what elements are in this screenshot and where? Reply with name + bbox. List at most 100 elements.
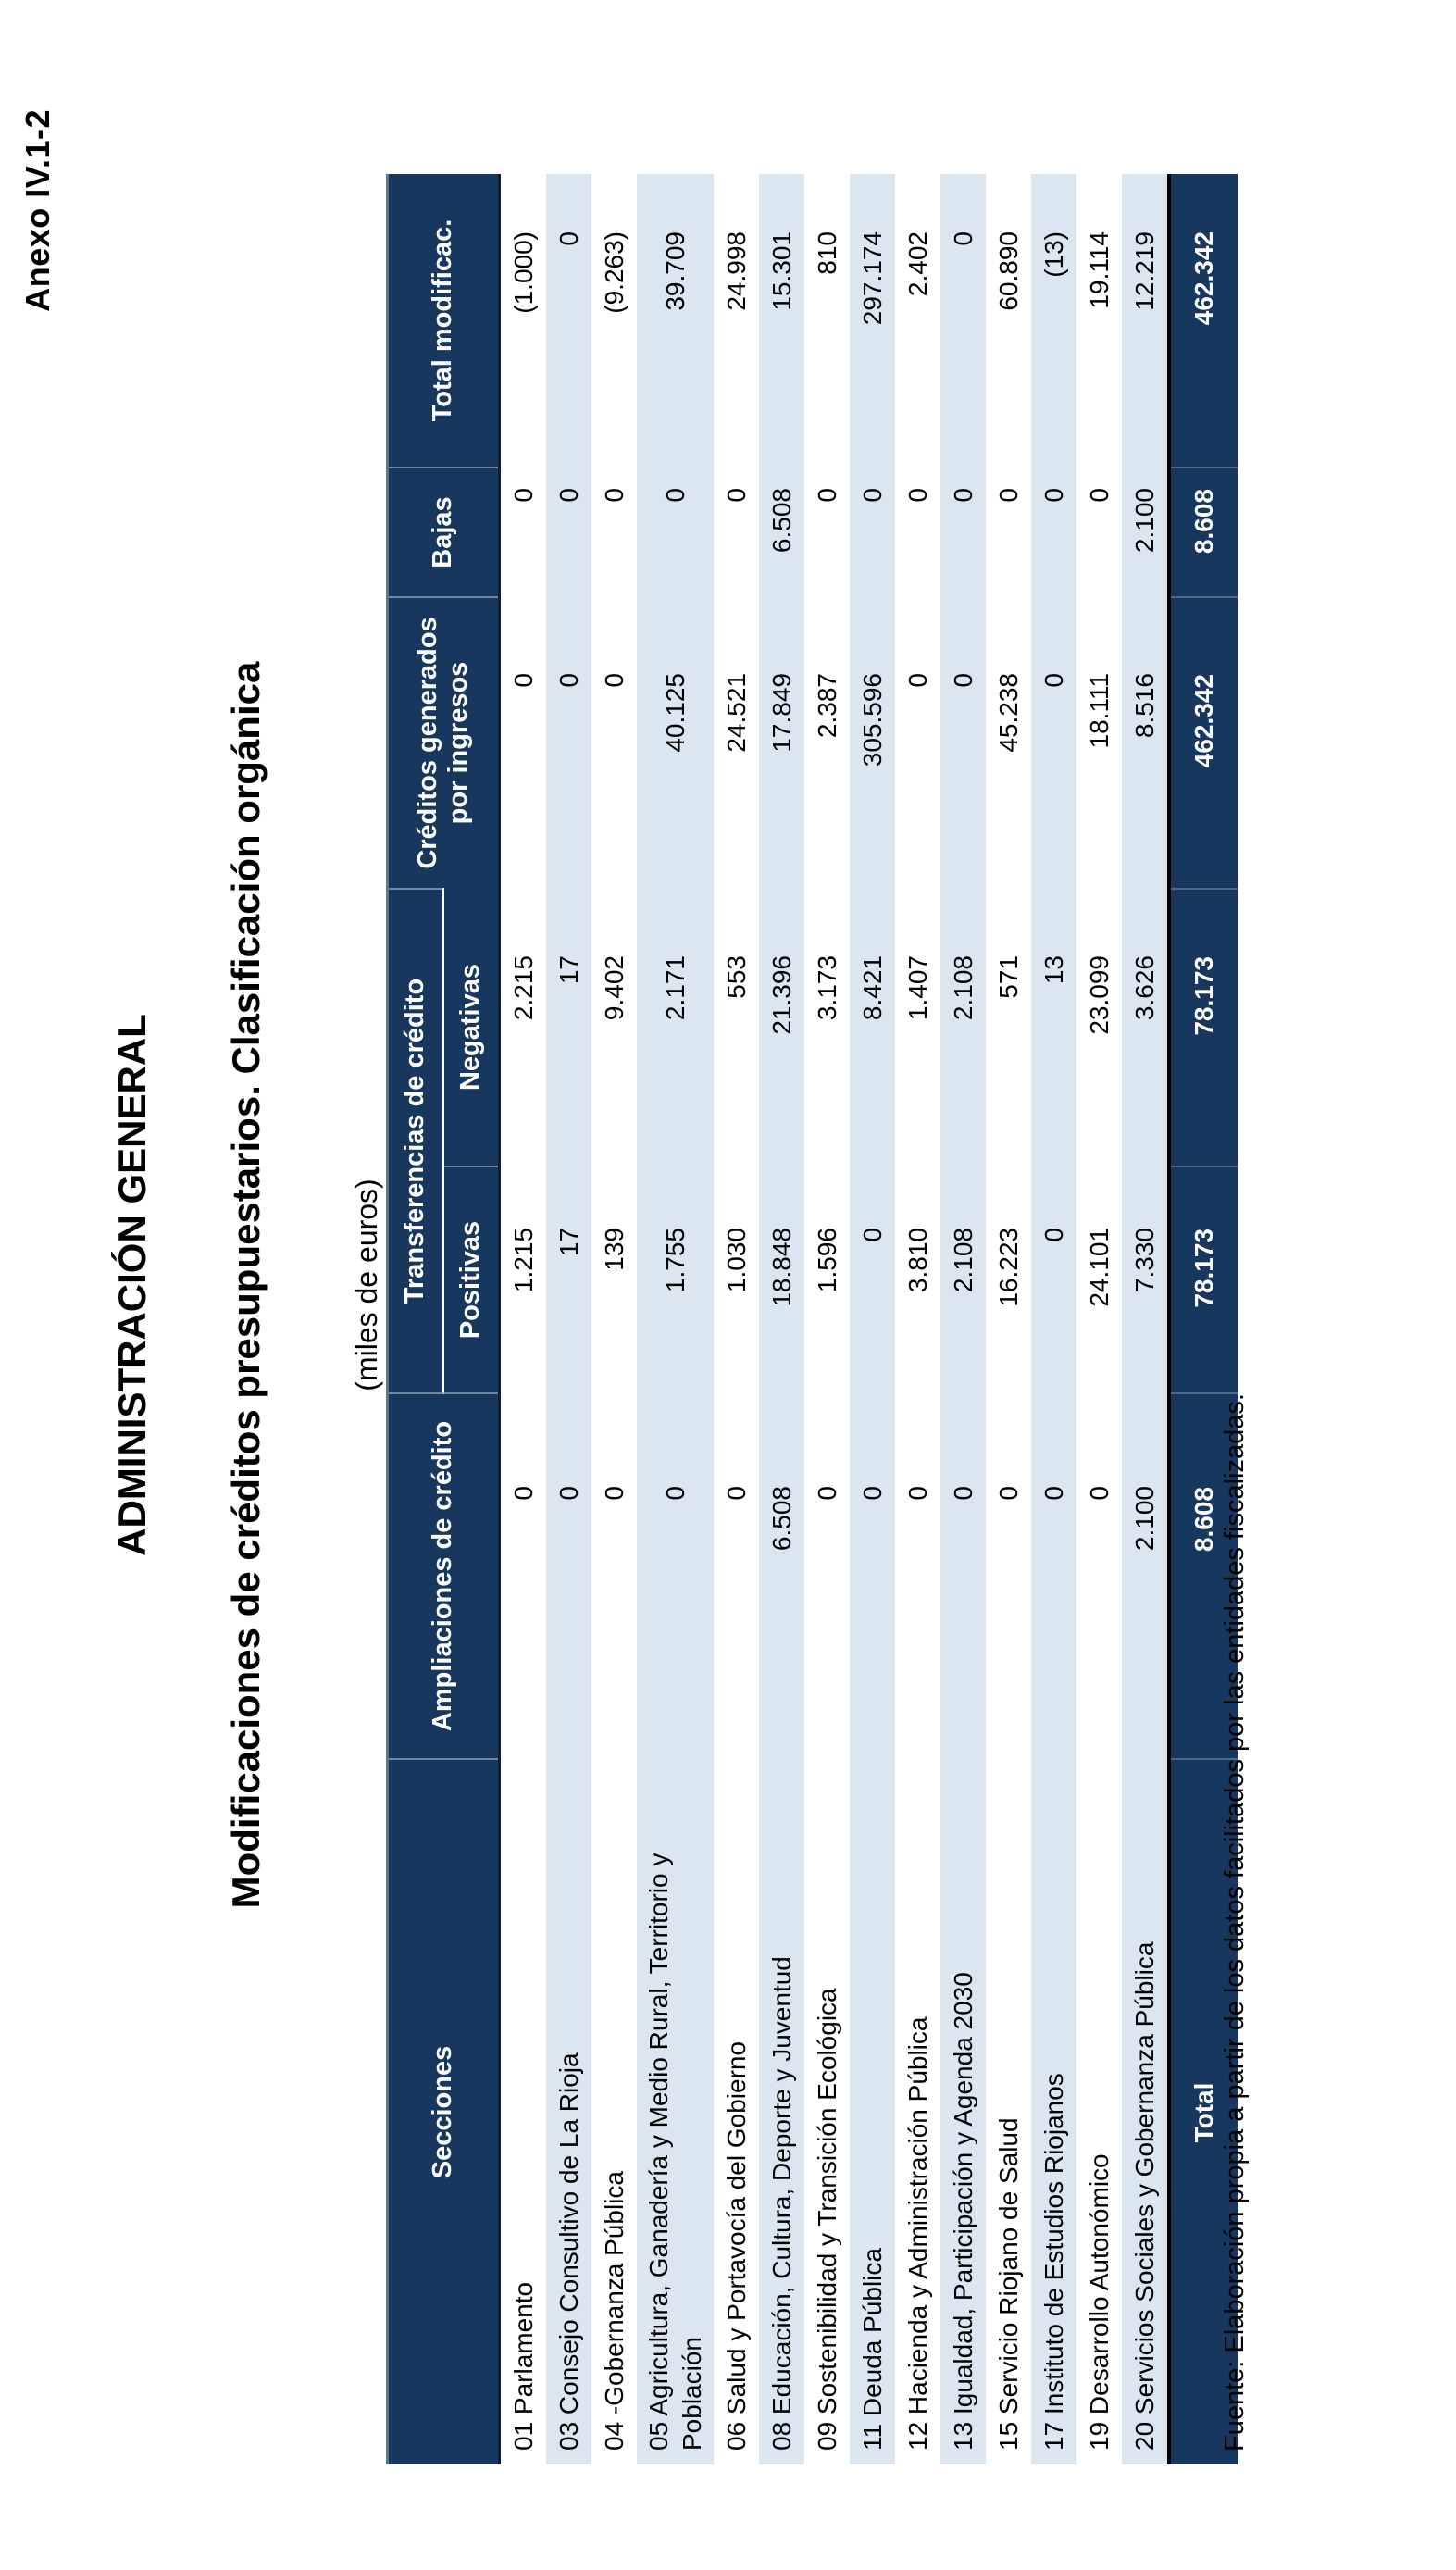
cell-negativas: 3.626: [1122, 889, 1169, 1166]
table-row: 01 Parlamento 0 1.215 2.215 0 0 (1.000): [500, 174, 547, 2464]
cell-positivas: 2.108: [940, 1166, 986, 1393]
cell-bajas: 0: [721, 488, 751, 503]
cell-ampliaciones: 0: [508, 1486, 538, 1501]
page-title: ADMINISTRACIÓN GENERAL: [110, 1014, 154, 1556]
cell-negativas: 13: [1031, 889, 1076, 1166]
cell-total: (9.263): [599, 231, 628, 314]
cell-ampliaciones: 2.100: [1122, 1393, 1169, 1759]
cell-creditos: 0: [1031, 597, 1076, 889]
cell-creditos: 0: [902, 673, 932, 688]
table-row: 11 Deuda Pública 0 0 8.421 305.596 0 297…: [850, 174, 895, 2464]
cell-seccion: 20 Servicios Sociales y Gobernanza Públi…: [1122, 1759, 1169, 2464]
cell-total: (1.000): [508, 231, 538, 314]
cell-positivas: 1.215: [508, 1228, 538, 1293]
cell-negativas: 2.171: [637, 889, 714, 1166]
cell-seccion: 03 Consejo Consultivo de La Rioja: [546, 1759, 591, 2464]
cell-ampliaciones: 0: [721, 1486, 751, 1501]
cell-bajas: 2.100: [1122, 468, 1169, 597]
cell-positivas: 18.848: [759, 1166, 804, 1393]
cell-creditos: 0: [546, 597, 591, 889]
cell-creditos: 8.516: [1122, 597, 1169, 889]
table-header: Secciones Ampliaciones de crédito Transf…: [387, 174, 500, 2464]
cell-negativas: 3.173: [812, 955, 841, 1021]
table-row: 13 Igualdad, Participación y Agenda 2030…: [940, 174, 986, 2464]
cell-creditos: 0: [599, 673, 628, 688]
cell-seccion: 01 Parlamento: [508, 2281, 538, 2451]
cell-bajas: 0: [637, 468, 714, 597]
header-positivas: Positivas: [442, 1166, 500, 1393]
cell-total: 12.219: [1122, 174, 1169, 468]
cell-bajas: 0: [599, 488, 628, 503]
cell-seccion: 13 Igualdad, Participación y Agenda 2030: [940, 1759, 986, 2464]
page-subtitle: Modificaciones de créditos presupuestari…: [224, 661, 268, 1909]
table-row: 19 Desarrollo Autonómico 0 24.101 23.099…: [1076, 174, 1122, 2464]
source-note: Fuente: Elaboración propia a partir de l…: [1220, 1393, 1250, 2451]
table-row: 17 Instituto de Estudios Riojanos 0 0 13…: [1031, 174, 1076, 2464]
cell-seccion: 09 Sostenibilidad y Transición Ecológica: [812, 1988, 841, 2451]
cell-bajas: 0: [812, 488, 841, 503]
cell-seccion: 08 Educación, Cultura, Deporte y Juventu…: [759, 1759, 804, 2464]
table-row: 20 Servicios Sociales y Gobernanza Públi…: [1122, 174, 1169, 2464]
header-secciones: Secciones: [387, 1759, 500, 2464]
cell-total: 24.998: [721, 231, 751, 311]
cell-bajas: 0: [1031, 468, 1076, 597]
cell-total-negativas: 78.173: [1169, 889, 1238, 1166]
cell-total: 60.890: [993, 231, 1023, 311]
cell-total: 810: [812, 231, 841, 275]
cell-positivas: 1.755: [637, 1166, 714, 1393]
cell-ampliaciones: 6.508: [759, 1393, 804, 1759]
cell-total: 15.301: [759, 174, 804, 468]
cell-negativas: 8.421: [850, 889, 895, 1166]
cell-ampliaciones: 0: [546, 1393, 591, 1759]
cell-bajas: 0: [508, 488, 538, 503]
cell-ampliaciones: 0: [812, 1486, 841, 1501]
cell-total: 39.709: [637, 174, 714, 468]
cell-total-modificac: 462.342: [1169, 174, 1238, 468]
cell-total-bajas: 8.608: [1169, 468, 1238, 597]
cell-bajas: 6.508: [759, 468, 804, 597]
cell-negativas: 2.108: [940, 889, 986, 1166]
table-row: 03 Consejo Consultivo de La Rioja 0 17 1…: [546, 174, 591, 2464]
cell-seccion: 05 Agricultura, Ganadería y Medio Rural,…: [637, 1759, 714, 2464]
header-total-modificac: Total modificac.: [387, 174, 500, 468]
cell-bajas: 0: [546, 468, 591, 597]
header-creditos-generados: Créditos generados por ingresos: [387, 597, 500, 889]
cell-seccion: 06 Salud y Portavocía del Gobierno: [721, 2040, 751, 2451]
table-row: 08 Educación, Cultura, Deporte y Juventu…: [759, 174, 804, 2464]
table-row: 04 -Gobernanza Pública 0 139 9.402 0 0 (…: [591, 174, 637, 2464]
cell-negativas: 23.099: [1084, 955, 1114, 1035]
annex-label: Anexo IV.1-2: [19, 109, 56, 312]
header-bajas: Bajas: [387, 468, 500, 597]
cell-positivas: 16.223: [993, 1228, 1023, 1307]
header-ampliaciones: Ampliaciones de crédito: [387, 1393, 500, 1759]
cell-creditos: 45.238: [993, 673, 1023, 753]
table-row: 12 Hacienda y Administración Pública 0 3…: [895, 174, 940, 2464]
cell-total: 2.402: [902, 231, 932, 297]
cell-negativas: 21.396: [759, 889, 804, 1166]
cell-positivas: 1.030: [721, 1228, 751, 1293]
cell-positivas: 0: [1031, 1166, 1076, 1393]
cell-total-creditos: 462.342: [1169, 597, 1238, 889]
cell-creditos: 0: [508, 673, 538, 688]
cell-bajas: 0: [902, 488, 932, 503]
cell-ampliaciones: 0: [993, 1486, 1023, 1501]
cell-negativas: 571: [993, 955, 1023, 999]
cell-creditos: 18.111: [1084, 673, 1114, 749]
cell-negativas: 9.402: [599, 955, 628, 1021]
cell-seccion: 04 -Gobernanza Pública: [599, 2171, 628, 2451]
cell-negativas: 1.407: [902, 955, 932, 1021]
cell-positivas: 24.101: [1084, 1228, 1114, 1307]
cell-creditos: 2.387: [812, 673, 841, 739]
table-row: 09 Sostenibilidad y Transición Ecológica…: [804, 174, 850, 2464]
table-row: 15 Servicio Riojano de Salud 0 16.223 57…: [986, 174, 1031, 2464]
cell-positivas: 7.330: [1122, 1166, 1169, 1393]
cell-negativas: 553: [721, 955, 751, 999]
cell-bajas: 0: [850, 468, 895, 597]
cell-positivas: 3.810: [902, 1228, 932, 1293]
cell-ampliaciones: 0: [637, 1393, 714, 1759]
cell-positivas: 139: [599, 1228, 628, 1271]
cell-seccion: 15 Servicio Riojano de Salud: [993, 2117, 1023, 2451]
header-transferencias: Transferencias de crédito: [387, 889, 443, 1393]
